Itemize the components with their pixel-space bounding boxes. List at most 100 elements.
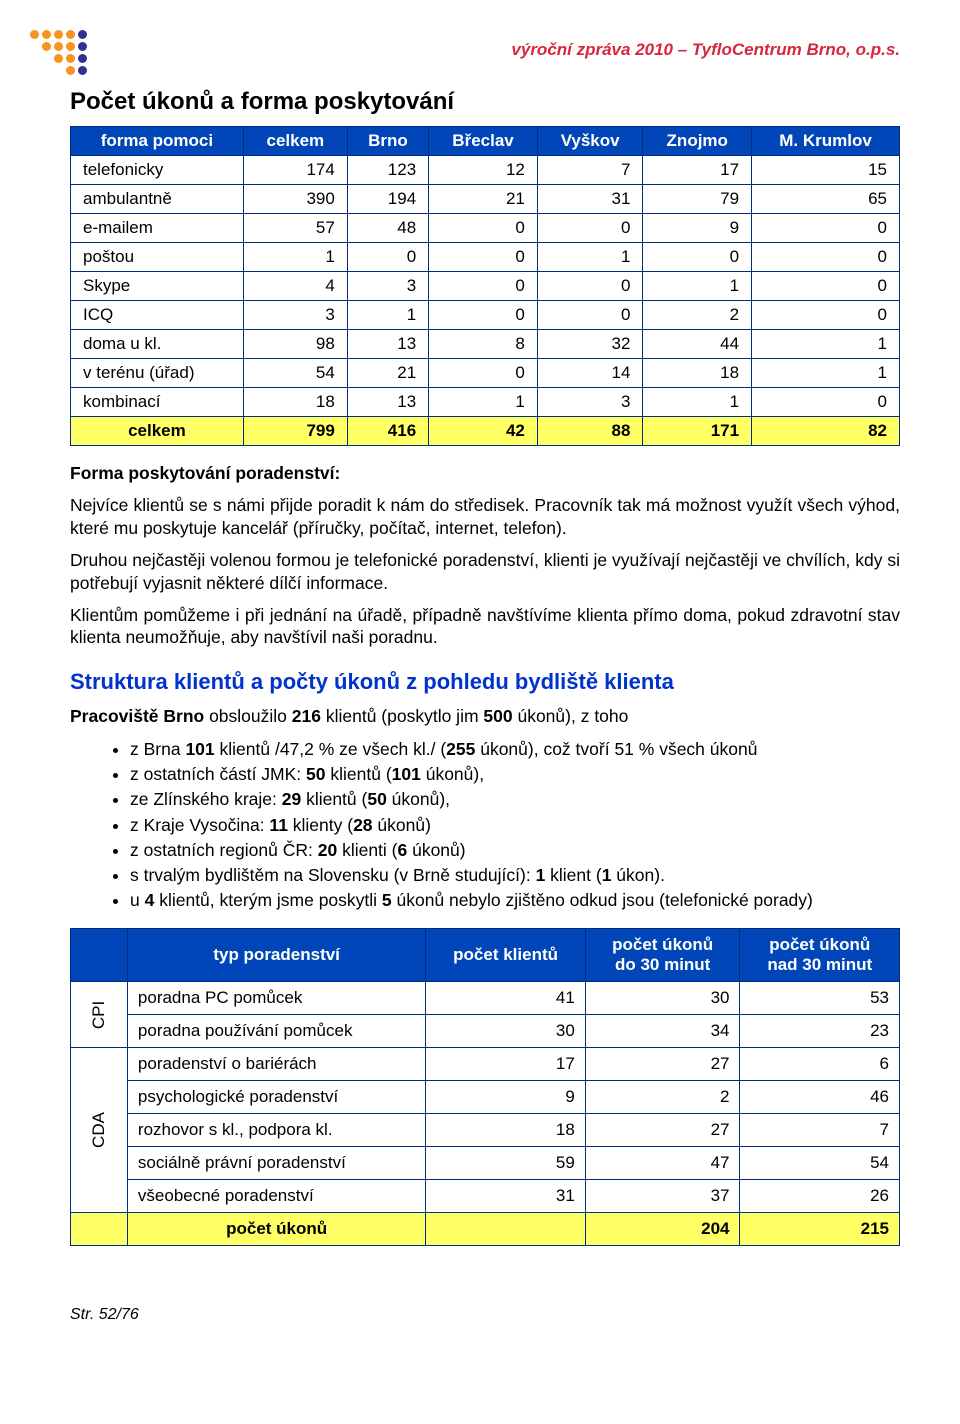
t1-cell: 14: [537, 359, 643, 388]
t1-cell: 1: [429, 388, 538, 417]
t1-cell: 123: [347, 156, 428, 185]
t1-cell: 44: [643, 330, 752, 359]
t2-cell: 18: [426, 1114, 585, 1147]
t1-cell: 0: [752, 388, 900, 417]
list-item: u 4 klientů, kterým jsme poskytli 5 úkon…: [130, 888, 900, 912]
t2-cell: 9: [426, 1081, 585, 1114]
t1-cell: 0: [752, 214, 900, 243]
t1-cell: v terénu (úřad): [71, 359, 244, 388]
t1-cell: 0: [429, 214, 538, 243]
t2-cell: 2: [585, 1081, 740, 1114]
t1-cell: 0: [429, 243, 538, 272]
forma-heading: Forma poskytování poradenství:: [70, 462, 900, 484]
t1-cell: 48: [347, 214, 428, 243]
t2-cell: 17: [426, 1048, 585, 1081]
t1-header-cell: forma pomoci: [71, 127, 244, 156]
t1-cell: 0: [752, 301, 900, 330]
t1-cell: 13: [347, 388, 428, 417]
t1-cell: 1: [752, 330, 900, 359]
intro-ukon: 500: [483, 706, 512, 726]
t2-cell: 59: [426, 1147, 585, 1180]
table-forma-pomoci: forma pomocicelkemBrnoBřeclavVyškovZnojm…: [70, 126, 900, 446]
report-header: výroční zpráva 2010 – TyfloCentrum Brno,…: [70, 40, 900, 60]
t2-total-cell: [426, 1213, 585, 1246]
t1-cell: e-mailem: [71, 214, 244, 243]
t1-cell: 31: [537, 185, 643, 214]
t1-cell: 0: [429, 272, 538, 301]
t1-cell: 57: [243, 214, 347, 243]
table-typ-poradenstvi: typ poradenstvípočet klientůpočet úkonůd…: [70, 928, 900, 1246]
t1-header-cell: Znojmo: [643, 127, 752, 156]
t1-cell: doma u kl.: [71, 330, 244, 359]
t1-cell: 1: [243, 243, 347, 272]
t2-cell: 30: [426, 1015, 585, 1048]
intro-prefix: Pracoviště Brno: [70, 706, 209, 726]
t2-header-cell: počet klientů: [426, 929, 585, 982]
t1-cell: 15: [752, 156, 900, 185]
t2-group-label: CDA: [71, 1048, 128, 1213]
t2-cell: všeobecné poradenství: [127, 1180, 425, 1213]
t1-total-cell: 88: [537, 417, 643, 446]
t1-cell: 0: [429, 301, 538, 330]
t1-cell: 174: [243, 156, 347, 185]
t2-cell: 31: [426, 1180, 585, 1213]
t1-cell: 0: [537, 272, 643, 301]
intro-suffix: úkonů), z toho: [513, 706, 629, 726]
t1-cell: poštou: [71, 243, 244, 272]
t1-cell: ICQ: [71, 301, 244, 330]
t1-header-cell: celkem: [243, 127, 347, 156]
t2-cell: rozhovor s kl., podpora kl.: [127, 1114, 425, 1147]
t1-cell: 8: [429, 330, 538, 359]
t2-cell: 7: [740, 1114, 900, 1147]
list-item: z ostatních částí JMK: 50 klientů (101 ú…: [130, 762, 900, 786]
t2-cell: 37: [585, 1180, 740, 1213]
t1-header-cell: M. Krumlov: [752, 127, 900, 156]
t1-cell: 21: [347, 359, 428, 388]
t2-cell: 54: [740, 1147, 900, 1180]
paragraph-2: Druhou nejčastěji volenou formou je tele…: [70, 549, 900, 594]
t1-total-cell: 82: [752, 417, 900, 446]
t2-cell: 46: [740, 1081, 900, 1114]
t1-cell: 4: [243, 272, 347, 301]
t1-cell: 13: [347, 330, 428, 359]
t1-header-cell: Vyškov: [537, 127, 643, 156]
bullet-list: z Brna 101 klientů /47,2 % ze všech kl./…: [70, 737, 900, 912]
t1-total-cell: 416: [347, 417, 428, 446]
t1-cell: 1: [752, 359, 900, 388]
t2-cell: poradna PC pomůcek: [127, 982, 425, 1015]
t1-cell: 9: [643, 214, 752, 243]
t1-cell: 7: [537, 156, 643, 185]
t1-cell: 79: [643, 185, 752, 214]
t1-cell: 18: [643, 359, 752, 388]
list-item: ze Zlínského kraje: 29 klientů (50 úkonů…: [130, 787, 900, 811]
page-footer: Str. 52/76: [70, 1306, 900, 1324]
t1-cell: 0: [537, 301, 643, 330]
t1-cell: 98: [243, 330, 347, 359]
t1-header-cell: Brno: [347, 127, 428, 156]
paragraph-3: Klientům pomůžeme i při jednání na úřadě…: [70, 604, 900, 649]
t1-cell: 0: [752, 272, 900, 301]
t1-cell: ambulantně: [71, 185, 244, 214]
t1-cell: 0: [643, 243, 752, 272]
t1-cell: 2: [643, 301, 752, 330]
t1-cell: 65: [752, 185, 900, 214]
intro-mid2: klientů (poskytlo jim: [321, 706, 483, 726]
t2-cell: 26: [740, 1180, 900, 1213]
t1-cell: telefonicky: [71, 156, 244, 185]
t2-cell: poradna používání pomůcek: [127, 1015, 425, 1048]
t1-total-cell: 799: [243, 417, 347, 446]
t1-total-cell: 171: [643, 417, 752, 446]
t2-group-label: CPI: [71, 982, 128, 1048]
list-item: z Brna 101 klientů /47,2 % ze všech kl./…: [130, 737, 900, 761]
t1-cell: 0: [347, 243, 428, 272]
t2-header-cell: počet úkonůnad 30 minut: [740, 929, 900, 982]
t1-cell: 1: [347, 301, 428, 330]
logo: [30, 30, 87, 75]
t2-cell: 27: [585, 1048, 740, 1081]
t1-cell: 18: [243, 388, 347, 417]
t2-cell: psychologické poradenství: [127, 1081, 425, 1114]
t1-cell: 1: [643, 388, 752, 417]
t1-total-cell: 42: [429, 417, 538, 446]
paragraph-1: Nejvíce klientů se s námi přijde poradit…: [70, 494, 900, 539]
list-item: z ostatních regionů ČR: 20 klienti (6 úk…: [130, 838, 900, 862]
